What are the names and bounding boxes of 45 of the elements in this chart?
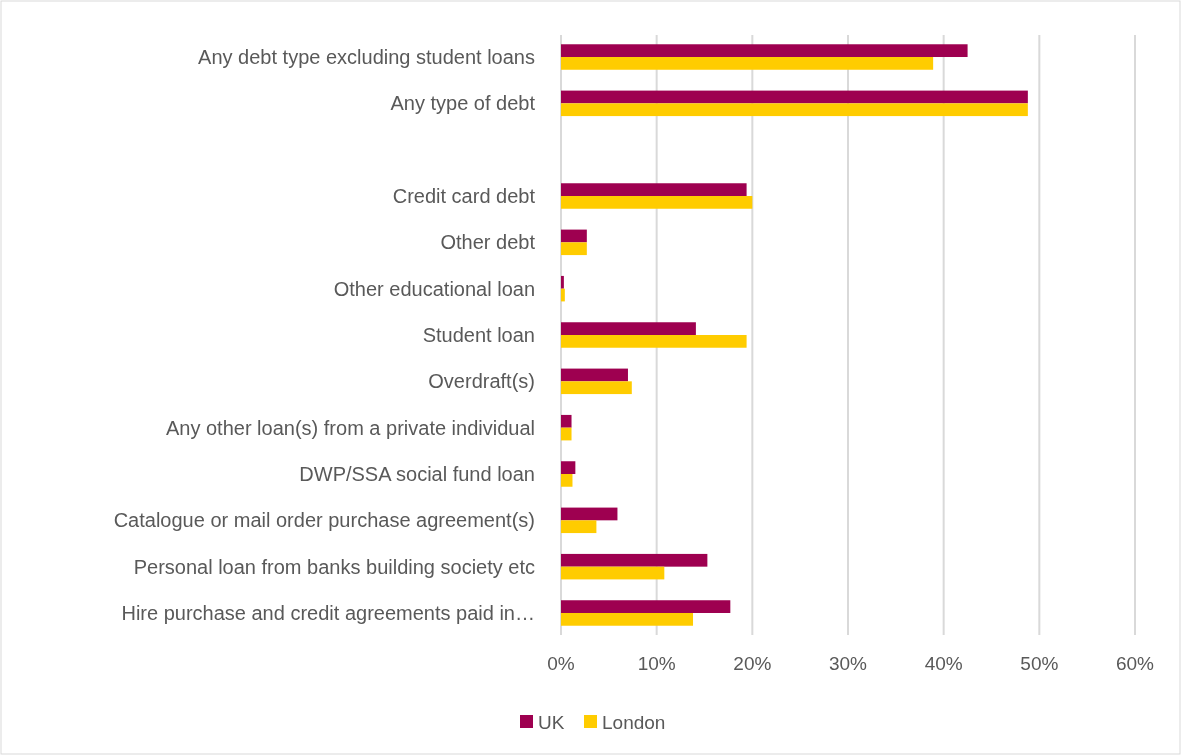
x-tick-label: 30% <box>828 653 868 674</box>
bar <box>561 474 573 487</box>
bar <box>561 196 753 209</box>
legend-label: London <box>602 711 666 733</box>
bar <box>561 553 708 567</box>
bar <box>561 566 665 580</box>
y-tick-label: Other debt <box>440 231 536 254</box>
x-tick-label: 10% <box>637 653 676 674</box>
y-tick-label: Student loan <box>422 324 535 346</box>
x-tick-label: 60% <box>1115 653 1155 674</box>
bar <box>561 600 731 613</box>
legend-label: UK <box>538 711 565 733</box>
bar <box>561 103 1028 117</box>
y-tick-label: Any type of debt <box>390 92 536 115</box>
bar <box>561 288 565 302</box>
bar <box>561 414 572 428</box>
bar <box>561 507 618 521</box>
bar <box>561 242 587 256</box>
bar <box>561 381 632 395</box>
bar <box>561 368 628 382</box>
y-tick-label: Other educational loan <box>333 277 535 300</box>
bar <box>561 44 968 58</box>
bar <box>561 461 576 474</box>
x-tick-label: 40% <box>924 653 963 674</box>
y-tick-label: Any other loan(s) from a private individual <box>165 416 535 439</box>
x-tick-label: 20% <box>733 653 772 674</box>
bar <box>561 520 597 534</box>
bar <box>561 322 696 335</box>
y-tick-label: Any debt type excluding student loans <box>198 46 535 69</box>
bar <box>561 427 572 441</box>
y-tick-label: Personal loan from banks building society etc <box>133 555 535 578</box>
x-tick-label: 0% <box>547 653 575 674</box>
y-tick-label: Credit card debt <box>392 185 536 207</box>
bar <box>561 612 694 626</box>
bar <box>561 90 1028 104</box>
y-tick-label: DWP/SSA social fund loan <box>299 463 535 485</box>
x-tick-label: 50% <box>1020 653 1059 674</box>
bar <box>561 335 747 348</box>
bar <box>561 57 934 70</box>
bar <box>561 183 747 196</box>
y-tick-label: Catalogue or mail order purchase agreement(s) <box>113 509 535 532</box>
y-tick-label: Hire purchase and credit agreements paid in… <box>121 601 535 624</box>
bar <box>561 229 587 243</box>
bar <box>561 275 564 289</box>
y-tick-label: Overdraft(s) <box>428 370 535 393</box>
